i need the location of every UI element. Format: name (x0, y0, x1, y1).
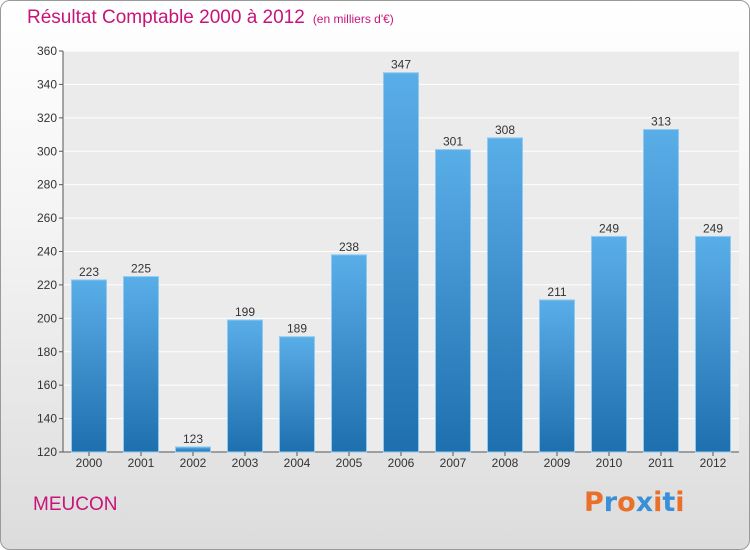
logo-letter: i (653, 487, 663, 518)
bar (435, 149, 471, 453)
logo-letter: x (635, 487, 654, 518)
chart-title-text: Résultat Comptable 2000 à 2012 (27, 7, 305, 28)
bar (279, 336, 315, 453)
data-label: 249 (703, 221, 723, 235)
data-label: 249 (599, 221, 619, 235)
place-name: MEUCON (33, 494, 118, 515)
logo-letter: i (675, 487, 685, 518)
bar (695, 235, 731, 453)
data-label: 211 (547, 285, 566, 299)
chart-title: Résultat Comptable 2000 à 2012 (en millie… (27, 7, 394, 29)
y-tick-label: 340 (37, 77, 57, 91)
data-label: 308 (495, 123, 515, 137)
bar (227, 319, 263, 453)
y-tick-label: 240 (37, 245, 57, 259)
x-tick-label: 2010 (596, 456, 623, 470)
bar (591, 235, 627, 453)
y-tick-label: 120 (37, 445, 57, 459)
y-tick-label: 360 (37, 44, 57, 58)
bar (71, 279, 107, 453)
x-tick-label: 2008 (492, 456, 519, 470)
data-label: 223 (79, 265, 99, 279)
y-tick-label: 140 (37, 412, 57, 426)
bar (643, 129, 679, 453)
data-label: 199 (235, 305, 255, 319)
y-tick-label: 200 (37, 311, 57, 325)
data-label: 347 (391, 58, 411, 72)
x-tick-label: 2003 (232, 456, 259, 470)
data-label: 123 (183, 432, 203, 446)
x-tick-label: 2000 (76, 456, 103, 470)
y-tick-label: 160 (37, 378, 57, 392)
bar (539, 299, 575, 453)
bar (175, 446, 211, 453)
logo-letter: o (617, 487, 636, 518)
data-label: 189 (287, 322, 307, 336)
data-label: 225 (131, 262, 151, 276)
x-tick-label: 2009 (544, 456, 571, 470)
x-tick-label: 2005 (336, 456, 363, 470)
x-tick-label: 2007 (440, 456, 467, 470)
logo-letter: P (584, 487, 604, 518)
x-tick-label: 2006 (388, 456, 415, 470)
y-tick-label: 220 (37, 278, 57, 292)
data-label: 301 (443, 135, 463, 149)
y-tick-label: 320 (37, 111, 57, 125)
chart-unit: (en milliers d'€) (312, 12, 394, 26)
y-tick-label: 300 (37, 144, 57, 158)
x-tick-label: 2004 (284, 456, 311, 470)
proxiti-logo: Proxiti (584, 487, 685, 518)
bar (331, 254, 367, 453)
bar (487, 137, 523, 453)
x-tick-label: 2002 (180, 456, 207, 470)
bar (123, 276, 159, 453)
logo-letter: t (662, 487, 676, 518)
bar (383, 72, 419, 453)
x-tick-label: 2011 (648, 456, 674, 470)
y-tick-label: 280 (37, 178, 57, 192)
x-tick-label: 2001 (128, 456, 155, 470)
y-tick-label: 260 (37, 211, 57, 225)
logo-letter: r (603, 487, 618, 518)
data-label: 313 (651, 115, 671, 129)
y-tick-label: 180 (37, 345, 57, 359)
x-tick-label: 2012 (700, 456, 727, 470)
data-label: 238 (339, 240, 359, 254)
